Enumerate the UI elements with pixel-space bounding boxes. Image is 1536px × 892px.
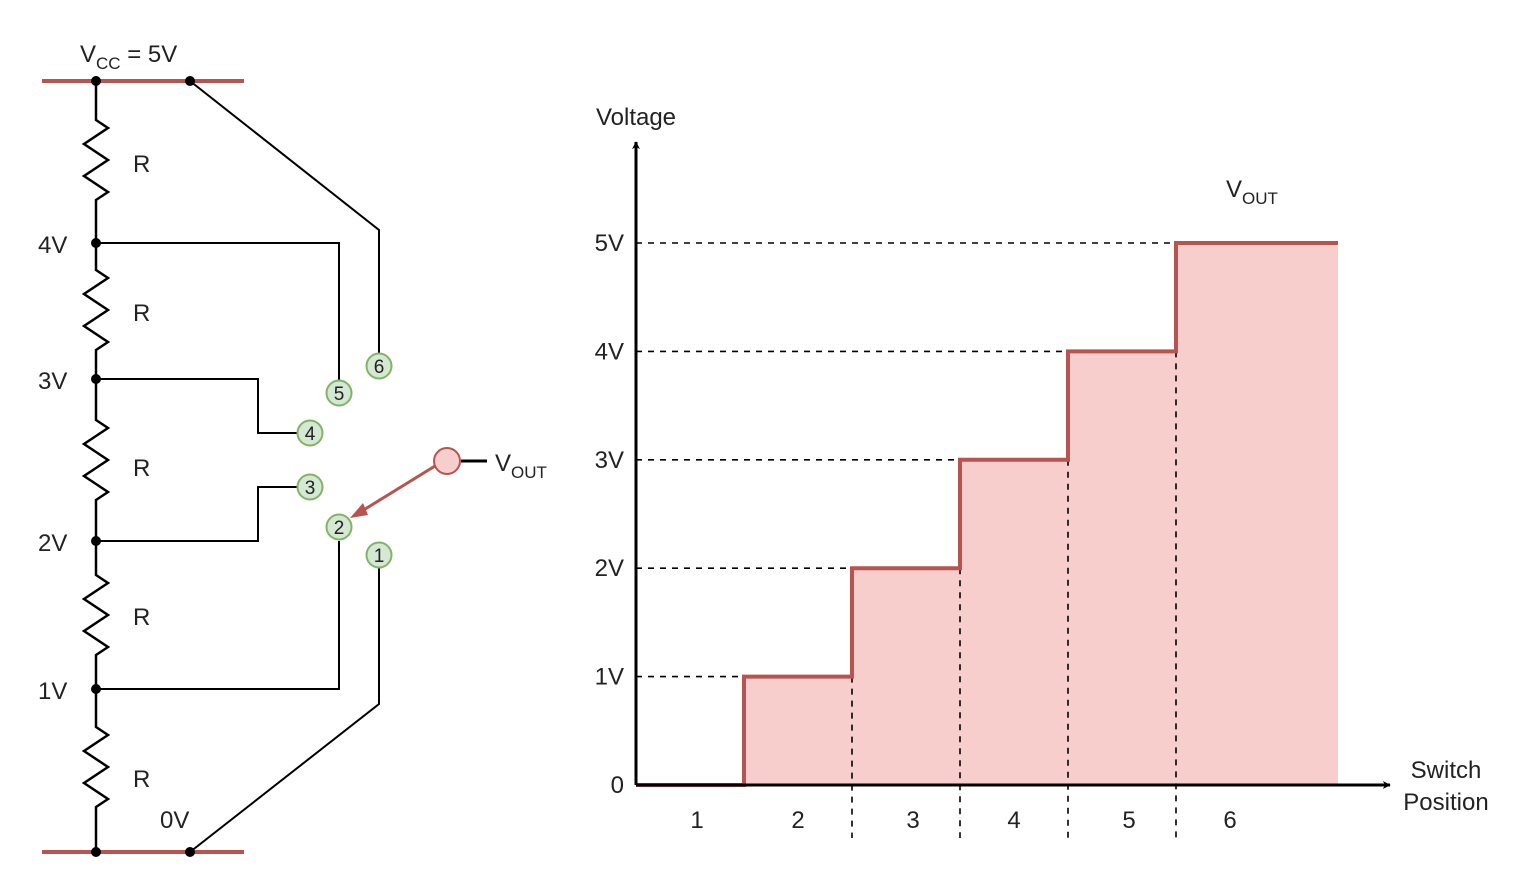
voltage-divider-circuit: VCC = 5V R R R R R 4V 3V 2V 1V 0V 6 5 [38,41,547,857]
y-tick-5: 5V [595,230,624,257]
svg-text:4V: 4V [38,232,67,259]
wiper-pivot [433,447,461,475]
x-tick-2: 2 [791,807,804,834]
svg-text:4: 4 [305,424,316,445]
ground-label: 0V [160,807,189,834]
x-tick-6: 6 [1223,807,1236,834]
wire-to-contact-3 [96,486,297,542]
resistor-4 [81,541,111,689]
contact-1: 1 [365,541,393,569]
svg-text:R: R [133,766,150,793]
svg-text:2: 2 [334,518,345,539]
vcc-label: VCC = 5V [80,41,177,73]
contact-4: 4 [296,419,324,447]
resistor-5 [81,689,111,852]
y-tick-1: 1V [595,664,624,691]
wire-to-contact-5 [96,242,340,380]
resistor-3 [81,379,111,541]
contact-5: 5 [325,379,353,407]
wiper-arm [361,464,436,513]
x-tick-4: 4 [1007,807,1020,834]
x-tick-3: 3 [906,807,919,834]
chart-line-layer [636,241,1338,787]
vout-area-fill [636,243,1338,785]
node-voltage-labels: 4V 3V 2V 1V [38,232,67,705]
wiper-arrowhead [350,503,368,518]
wire-to-contact-4 [96,378,297,434]
wire-to-contact-1 [189,568,380,853]
contact-2: 2 [325,513,353,541]
step-chart: Voltage Switch Position VOUT 0 1V 2V 3V 4V 5V… [595,104,1489,838]
x-tick-5: 5 [1122,807,1135,834]
svg-text:R: R [133,151,150,178]
resistor-chain [81,81,111,852]
x-axis-label-line2: Position [1403,789,1488,816]
wiper: VOUT [350,447,547,518]
tap-wires [96,80,380,853]
resistor-1 [81,81,111,243]
y-tick-2: 2V [595,555,624,582]
svg-text:2V: 2V [38,530,67,557]
svg-text:3V: 3V [38,368,67,395]
chart-guides [636,242,1177,838]
resistor-2 [81,243,111,379]
vout-label: VOUT [495,450,547,482]
x-tick-1: 1 [690,807,703,834]
wire-to-contact-2 [96,541,340,690]
x-tick-labels: 1 2 3 4 5 6 [690,807,1236,834]
svg-text:R: R [133,604,150,631]
svg-text:1V: 1V [38,678,67,705]
chart-fill-layer [636,243,1338,785]
y-tick-labels: 0 1V 2V 3V 4V 5V [595,230,624,799]
series-label: VOUT [1226,176,1278,208]
wire-to-contact-6 [189,80,380,353]
vout-step-line [636,241,1338,787]
y-tick-0: 0 [611,772,624,799]
y-tick-4: 4V [595,338,624,365]
x-axis-label-line1: Switch [1411,757,1482,784]
y-axis-label: Voltage [596,104,676,131]
switch-contacts: 6 5 4 3 2 1 [296,352,393,569]
svg-text:R: R [133,455,150,482]
y-tick-3: 3V [595,447,624,474]
resistor-labels: R R R R R [133,151,150,793]
svg-text:1: 1 [374,546,385,567]
svg-text:5: 5 [334,384,345,405]
contact-3: 3 [296,473,324,501]
svg-text:6: 6 [374,357,385,378]
contact-6: 6 [365,352,393,380]
svg-text:R: R [133,300,150,327]
svg-text:3: 3 [305,478,316,499]
